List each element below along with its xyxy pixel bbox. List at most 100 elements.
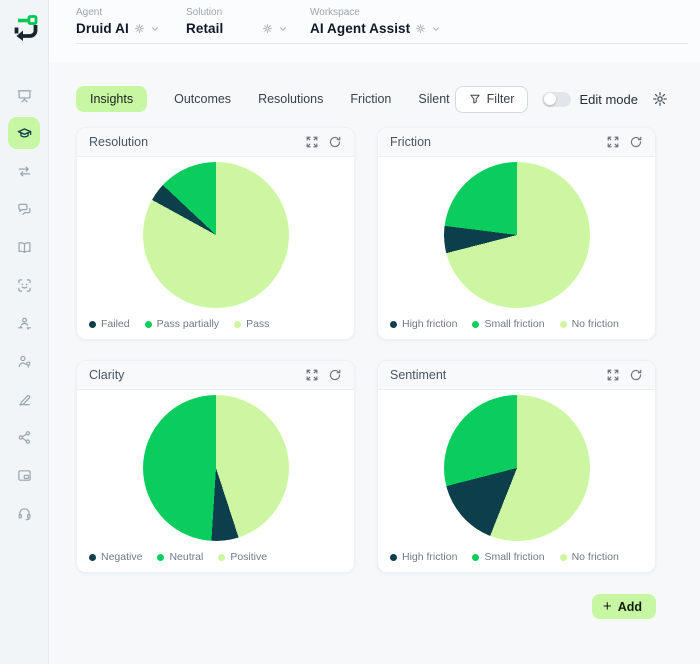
gear-icon[interactable] [415, 23, 426, 34]
legend-label: Negative [101, 551, 143, 563]
pie-chart-clarity [142, 395, 289, 541]
chat-bubbles-icon [17, 203, 31, 215]
sidebar-item-flows[interactable] [8, 155, 40, 187]
tab-friction[interactable]: Friction [350, 86, 391, 112]
legend-label: Neutral [169, 551, 204, 563]
refresh-icon[interactable] [328, 135, 342, 149]
chevron-down-icon[interactable] [150, 24, 160, 34]
toggle-knob [544, 93, 557, 105]
legend-label: No friction [571, 318, 619, 330]
chevron-down-icon[interactable] [278, 24, 288, 34]
sidebar-item-person-pin[interactable] [8, 345, 40, 377]
tab-outcomes[interactable]: Outcomes [174, 86, 231, 112]
legend-dot-pass-partially [144, 320, 152, 328]
graduation-cap-icon [17, 127, 31, 138]
main-content: Insights Outcomes Resolutions Friction S… [49, 62, 700, 664]
druid-logo-icon[interactable] [9, 11, 43, 45]
face-scan-icon [17, 278, 31, 292]
solution-label: Solution [186, 7, 223, 18]
card-friction: Friction High friction Small friction No… [377, 127, 656, 340]
refresh-icon[interactable] [629, 368, 643, 382]
plus-icon: + [602, 598, 612, 615]
expand-icon[interactable] [305, 368, 319, 382]
legend-label: No friction [571, 551, 619, 563]
open-book-icon [17, 241, 31, 253]
sidebar-item-presentation[interactable] [8, 79, 40, 111]
add-button[interactable]: + Add [591, 594, 656, 619]
legend: High friction Small friction No friction [390, 551, 619, 563]
top-header: Agent Druid AI Solution Retail Workspace… [49, 0, 700, 62]
legend-label: Pass partially [156, 318, 220, 330]
pie-chart-resolution [142, 162, 289, 308]
workspace-value: AI Agent Assist [310, 21, 411, 36]
sidebar-item-conversations[interactable] [8, 193, 40, 225]
legend-label: Pass [246, 318, 270, 330]
presentation-icon [17, 89, 31, 102]
legend-dot-no-friction [559, 320, 567, 328]
agent-label: Agent [76, 7, 103, 18]
funnel-icon [470, 94, 480, 104]
edit-mode-label: Edit mode [579, 91, 638, 107]
legend-dot-pass [234, 320, 242, 328]
sidebar-item-knowledge[interactable] [8, 231, 40, 263]
card-title: Clarity [89, 368, 125, 382]
legend-dot-no-friction [559, 553, 567, 561]
solution-selector[interactable]: Solution Retail [186, 7, 288, 43]
gear-icon[interactable] [262, 23, 273, 34]
edit-mode-toggle[interactable] [542, 91, 572, 107]
exchange-arrows-icon [18, 166, 30, 176]
add-label: Add [617, 599, 642, 614]
legend-dot-high-friction [390, 320, 397, 328]
card-clarity: Clarity Negative Neutral Positive [76, 360, 355, 573]
sidebar-item-support[interactable] [8, 497, 40, 529]
card-title: Resolution [89, 135, 149, 149]
card-title: Sentiment [390, 368, 447, 382]
card-sentiment: Sentiment High friction Small friction N… [377, 360, 656, 573]
legend-label: Small friction [484, 551, 545, 563]
dashboard-grid: Resolution Failed Pass partially Pass Fr… [76, 127, 656, 573]
pie-chart-sentiment [443, 395, 590, 541]
expand-icon[interactable] [305, 135, 319, 149]
filter-button[interactable]: Filter [454, 85, 529, 113]
sidebar [0, 0, 49, 664]
sidebar-item-apps[interactable] [8, 459, 40, 491]
sidebar-item-learning[interactable] [8, 117, 40, 149]
sidebar-item-share[interactable] [8, 421, 40, 453]
chevron-down-icon[interactable] [431, 24, 441, 34]
legend-dot-neutral [157, 553, 165, 561]
window-pip-icon [17, 469, 31, 481]
tab-resolutions[interactable]: Resolutions [258, 86, 323, 112]
expand-icon[interactable] [606, 135, 620, 149]
settings-gear-icon[interactable] [652, 91, 668, 107]
sidebar-item-team[interactable] [8, 307, 40, 339]
sidebar-item-signature[interactable] [8, 383, 40, 415]
workspace-selector[interactable]: Workspace AI Agent Assist [310, 7, 441, 43]
tab-silent[interactable]: Silent [418, 86, 449, 112]
legend: High friction Small friction No friction [390, 318, 619, 330]
legend-label: High friction [402, 551, 458, 563]
card-title: Friction [390, 135, 431, 149]
legend-label: Small friction [484, 318, 545, 330]
legend-dot-failed [89, 320, 96, 328]
toolbar: Insights Outcomes Resolutions Friction S… [76, 85, 688, 113]
legend-label: High friction [402, 318, 458, 330]
agent-selector[interactable]: Agent Druid AI [76, 7, 164, 43]
headset-icon [17, 507, 31, 520]
sidebar-item-face-scan[interactable] [8, 269, 40, 301]
expand-icon[interactable] [606, 368, 620, 382]
legend-label: Positive [230, 551, 268, 563]
pie-chart-friction [443, 162, 590, 308]
share-network-icon [18, 430, 30, 444]
pen-icon [18, 394, 30, 406]
workspace-label: Workspace [310, 7, 360, 18]
filter-label: Filter [486, 92, 515, 106]
legend-dot-negative [89, 553, 96, 561]
agent-value: Druid AI [76, 21, 129, 36]
refresh-icon[interactable] [328, 368, 342, 382]
refresh-icon[interactable] [629, 135, 643, 149]
person-pin-icon [18, 355, 30, 368]
legend-dot-high-friction [390, 553, 397, 561]
tab-insights[interactable]: Insights [76, 86, 148, 112]
gear-icon[interactable] [134, 23, 145, 34]
legend-dot-positive [218, 553, 226, 561]
